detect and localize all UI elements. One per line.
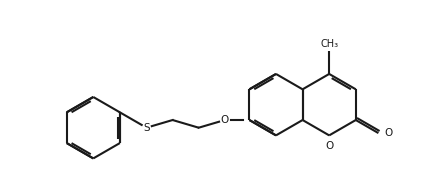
Text: S: S [143,123,150,133]
Text: O: O [221,115,229,125]
Text: O: O [325,141,333,151]
Text: O: O [384,128,392,138]
Text: CH₃: CH₃ [320,39,338,49]
